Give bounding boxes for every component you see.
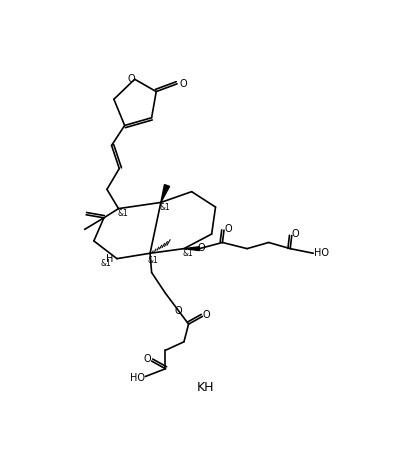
Text: O: O (175, 306, 182, 316)
Text: O: O (224, 223, 231, 233)
Text: &1: &1 (101, 259, 112, 268)
Text: HO: HO (130, 373, 145, 383)
Text: &1: &1 (159, 202, 170, 212)
Text: O: O (202, 310, 210, 320)
Text: &1: &1 (118, 209, 128, 218)
Text: O: O (197, 243, 205, 253)
Text: KH: KH (197, 381, 214, 394)
Text: &1: &1 (183, 249, 193, 258)
Text: HO: HO (314, 248, 328, 258)
Text: O: O (179, 79, 187, 89)
Text: O: O (128, 74, 135, 84)
Polygon shape (161, 185, 170, 202)
Text: H: H (105, 253, 113, 263)
Polygon shape (184, 247, 199, 251)
Text: O: O (292, 229, 299, 239)
Text: &1: &1 (147, 256, 158, 265)
Text: O: O (144, 354, 152, 364)
